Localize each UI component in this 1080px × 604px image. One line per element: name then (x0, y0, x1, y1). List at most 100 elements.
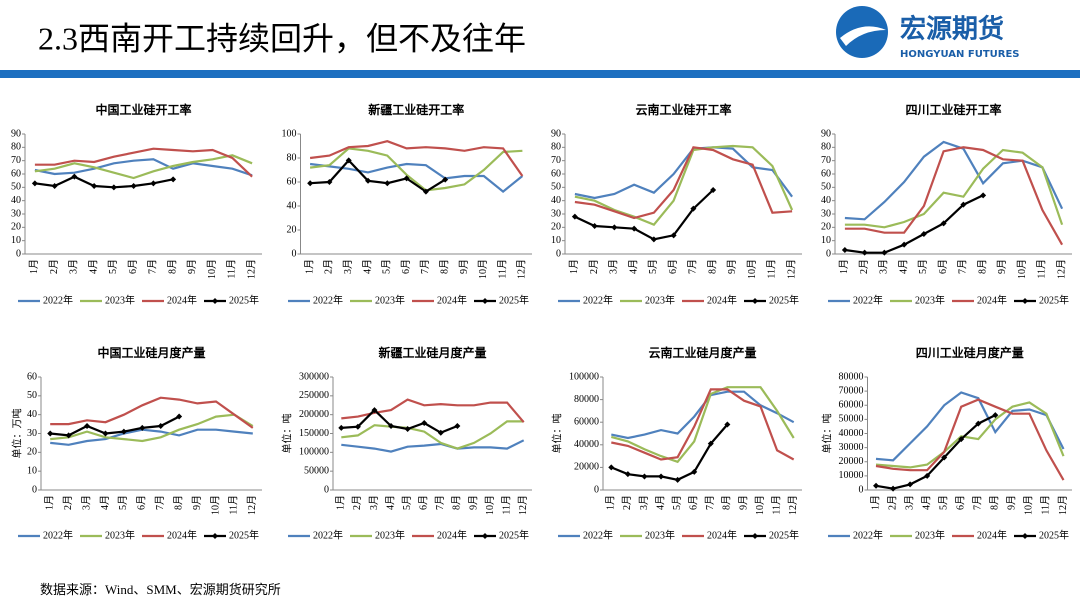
legend-label: 2024年 (707, 293, 737, 306)
chart: 中国工业硅开工率 0 10 20 30 40 50 60 70 80 90 1月 2月 3月 4月 5月 6月 7… (11, 102, 262, 306)
point-marker (608, 464, 615, 471)
point-marker (437, 429, 444, 436)
point-marker (338, 424, 345, 431)
x-tick-label: 9月 (191, 495, 203, 510)
legend-label: 2025年 (1039, 528, 1069, 541)
x-tick-label: 6月 (136, 495, 148, 510)
legend-label: 2025年 (229, 528, 259, 541)
series-line (844, 140, 1064, 221)
point-marker (65, 432, 72, 439)
series-line (611, 386, 795, 464)
point-marker (710, 187, 717, 193)
y-tick-label: 80 (287, 152, 297, 163)
series-line (875, 414, 996, 490)
series-line (574, 146, 793, 220)
y-tick-label: 60 (11, 168, 21, 179)
series-line (341, 398, 525, 423)
x-tick-label: 7月 (147, 259, 159, 274)
series-line (844, 194, 984, 254)
y-tick-label: 0 (594, 484, 599, 495)
x-tick-label: 5月 (647, 259, 659, 274)
x-tick-label: 7月 (154, 495, 166, 510)
legend-label: 2022年 (853, 528, 883, 541)
legend-label: 2023年 (645, 528, 675, 541)
x-tick-label: 2月 (588, 259, 600, 274)
chart: 新疆工业硅开工率 0 20 40 60 80 100 1月 2月 3月 4月 5月 6月 7月 8月 9月 10… (282, 102, 532, 306)
y-tick-label: 60 (287, 176, 297, 187)
x-tick-label: 7月 (434, 495, 446, 510)
x-tick-label: 4月 (654, 495, 666, 510)
legend-marker (752, 533, 758, 539)
point-marker (941, 454, 948, 461)
x-tick-label: 5月 (107, 259, 119, 274)
x-tick-label: 4月 (897, 259, 909, 274)
point-marker (920, 231, 927, 237)
x-tick-label: 11月 (228, 495, 240, 515)
point-marker (170, 176, 177, 183)
x-tick-label: 12月 (246, 495, 258, 515)
x-tick-label: 3月 (68, 259, 80, 274)
x-tick-label: 6月 (400, 259, 412, 274)
x-tick-label: 3月 (608, 259, 620, 274)
x-tick-label: 7月 (419, 259, 431, 274)
y-tick-label: 40 (27, 409, 37, 420)
series-line (310, 158, 446, 193)
legend-marker (482, 533, 488, 539)
y-tick-label: 40 (821, 195, 831, 206)
y-tick-label: 70 (821, 155, 831, 166)
legend-label: 2023年 (375, 293, 405, 306)
chart-title: 新疆工业硅月度产量 (378, 345, 486, 360)
legend-label: 2024年 (977, 528, 1007, 541)
y-tick-label: 20000 (839, 456, 864, 467)
x-tick-label: 12月 (1057, 495, 1069, 515)
point-marker (421, 419, 428, 426)
x-tick-label: 10月 (754, 495, 766, 515)
y-tick-label: 30 (551, 208, 561, 219)
legend-label: 2022年 (313, 528, 343, 541)
point-marker (841, 247, 848, 253)
legend-label: 2023年 (105, 528, 135, 541)
point-marker (641, 473, 648, 480)
series-line (50, 415, 180, 437)
x-tick-label: 4月 (384, 495, 396, 510)
chart-title: 新疆工业硅开工率 (368, 102, 464, 117)
x-tick-label: 1月 (335, 495, 347, 510)
legend-label: 2025年 (769, 293, 799, 306)
series-line (574, 144, 794, 227)
legend-marker (482, 298, 488, 304)
y-tick-label: 70 (11, 155, 21, 166)
x-tick-label: 8月 (451, 495, 463, 510)
series-line (574, 146, 793, 200)
x-tick-label: 12月 (787, 495, 799, 515)
y-axis-label: 单位：吨 (820, 414, 833, 454)
chart: 四川工业硅开工率 0 10 20 30 40 50 60 70 80 90 1月 2月 3月 4月 5月 6月 7… (821, 102, 1072, 306)
point-marker (707, 440, 714, 447)
legend-label: 2025年 (769, 528, 799, 541)
legend-label: 2024年 (437, 528, 467, 541)
point-marker (102, 430, 109, 437)
legend-label: 2022年 (313, 293, 343, 306)
point-marker (861, 249, 868, 256)
x-tick-label: 2月 (62, 495, 74, 510)
y-tick-label: 30 (11, 208, 21, 219)
y-tick-label: 40 (11, 195, 21, 206)
x-tick-label: 6月 (955, 495, 967, 510)
chart: 云南工业硅开工率 0 10 20 30 40 50 60 70 80 90 1月 2月 3月 4月 5月 6月 7… (551, 102, 802, 306)
x-tick-label: 12月 (785, 259, 797, 279)
x-tick-label: 10月 (1016, 259, 1028, 279)
y-tick-label: 10 (551, 235, 561, 246)
y-tick-label: 60 (821, 168, 831, 179)
series-line (611, 388, 795, 461)
y-tick-label: 60 (551, 168, 561, 179)
y-tick-label: 200000 (299, 409, 329, 420)
x-tick-label: 4月 (361, 259, 373, 274)
y-tick-label: 20 (551, 222, 561, 233)
point-marker (150, 180, 157, 187)
x-tick-label: 10月 (477, 259, 489, 279)
legend-label: 2023年 (105, 293, 135, 306)
x-tick-label: 1月 (28, 259, 40, 274)
y-axis-label: 单位：吨 (550, 414, 563, 454)
x-tick-label: 11月 (1036, 259, 1048, 279)
x-tick-label: 6月 (418, 495, 430, 510)
